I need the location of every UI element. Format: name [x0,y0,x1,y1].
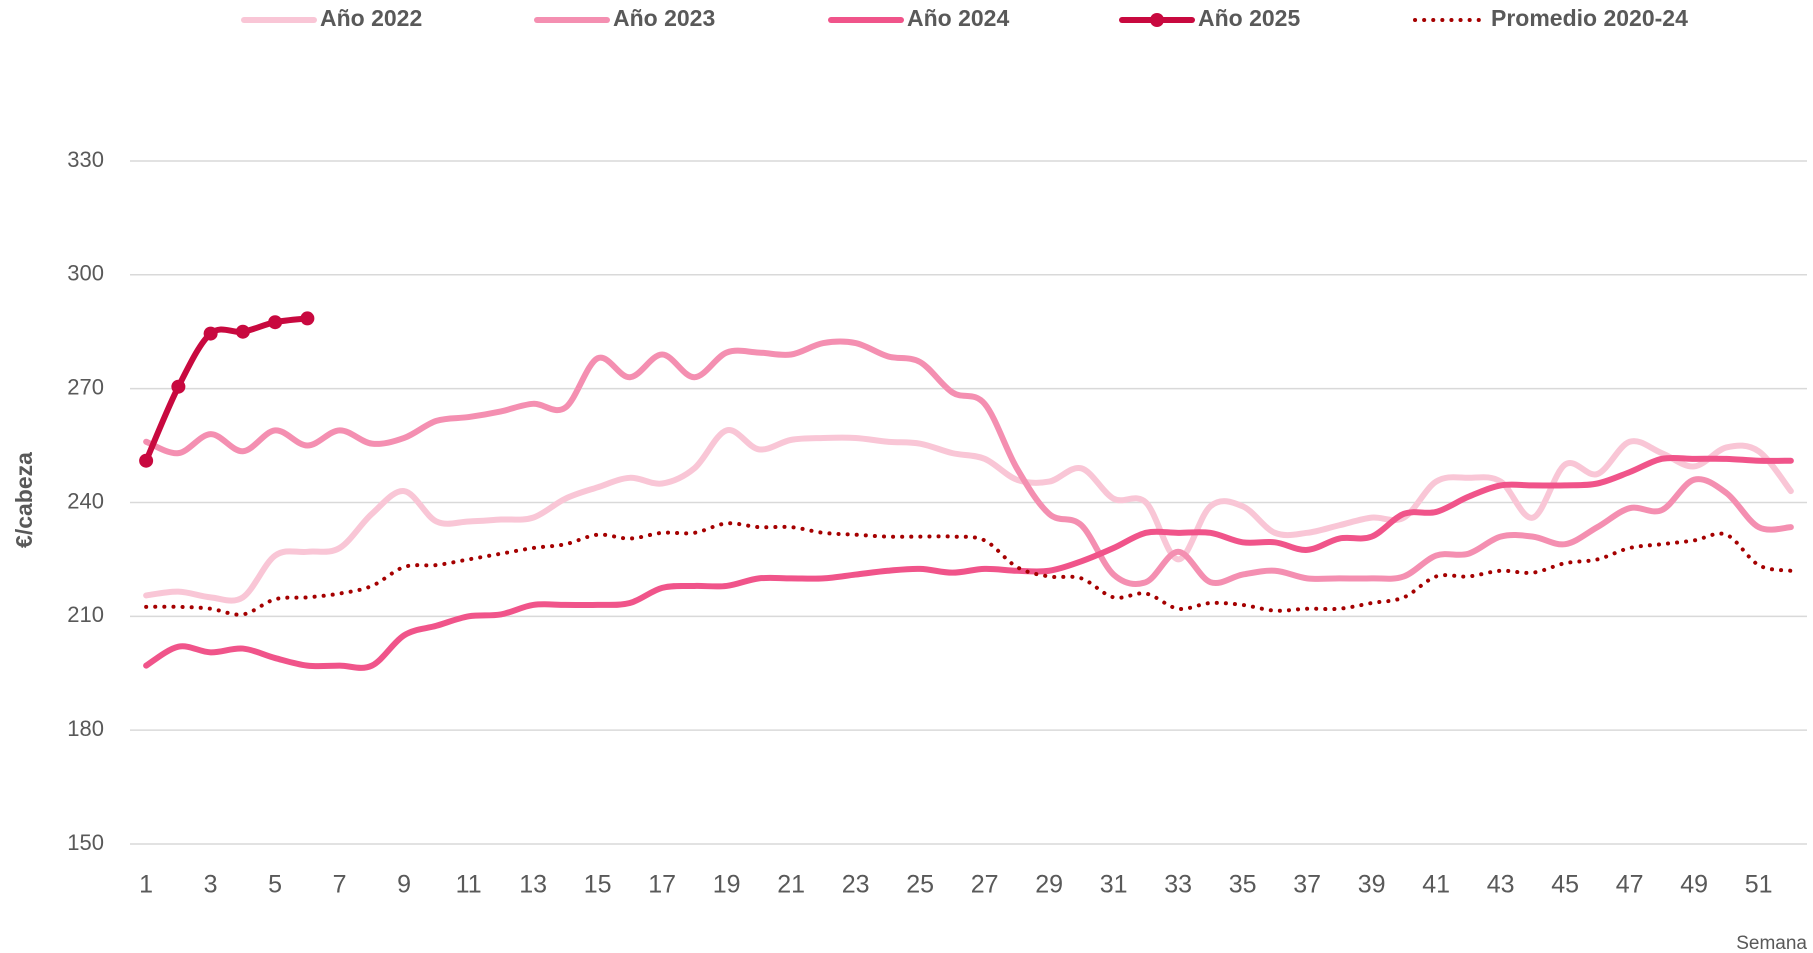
marker [171,379,186,394]
x-tick-label: 1 [139,871,153,899]
x-tick-label: 45 [1551,871,1579,899]
x-tick-label: 37 [1293,871,1321,899]
y-tick-label: 300 [67,261,104,286]
x-tick-label: 49 [1680,871,1708,899]
x-tick-label: 27 [971,871,999,899]
x-tick-label: 33 [1164,871,1192,899]
series-line [144,521,1793,617]
y-tick-label: 150 [67,830,104,855]
series-line [143,338,1794,587]
x-tick-label: 3 [204,871,218,899]
x-tick-label: 35 [1229,871,1257,899]
y-axis-label: €/cabeza [11,452,37,548]
x-tick-label: 19 [713,871,741,899]
x-tick-label: 39 [1358,871,1386,899]
legend-label: Año 2023 [613,5,715,31]
x-tick-label: 21 [777,871,805,899]
x-tick-label: 15 [584,871,612,899]
marker [203,326,218,341]
series-line [143,427,1794,604]
legend-label: Año 2024 [907,5,1009,31]
x-tick-label: 29 [1035,871,1063,899]
x-tick-label: 5 [268,871,282,899]
x-tick-label: 23 [842,871,870,899]
marker [235,324,250,339]
legend-marker [1150,13,1164,27]
marker [268,315,283,330]
x-tick-label: 11 [456,871,482,899]
legend-label: Año 2025 [1198,5,1300,31]
legend-label: Año 2022 [320,5,422,31]
x-tick-label: 43 [1487,871,1515,899]
y-tick-label: 270 [67,374,104,399]
x-tick-label: 47 [1616,871,1644,899]
marker [300,311,315,326]
x-tick-label: 9 [397,871,411,899]
x-tick-label: 17 [648,871,676,899]
x-tick-label: 13 [519,871,547,899]
x-tick-label: 51 [1745,871,1773,899]
y-tick-label: 330 [67,147,104,172]
legend-label: Promedio 2020-24 [1491,5,1688,31]
y-tick-label: 210 [67,602,104,627]
x-tick-label: 25 [906,871,934,899]
y-tick-label: 240 [67,488,104,513]
series-line [143,454,1794,671]
x-axis-label: Semana [1736,933,1807,953]
x-tick-label: 41 [1422,871,1450,899]
marker [139,453,154,468]
x-tick-label: 31 [1100,871,1128,899]
y-tick-label: 180 [67,716,104,741]
x-tick-label: 7 [333,871,347,899]
